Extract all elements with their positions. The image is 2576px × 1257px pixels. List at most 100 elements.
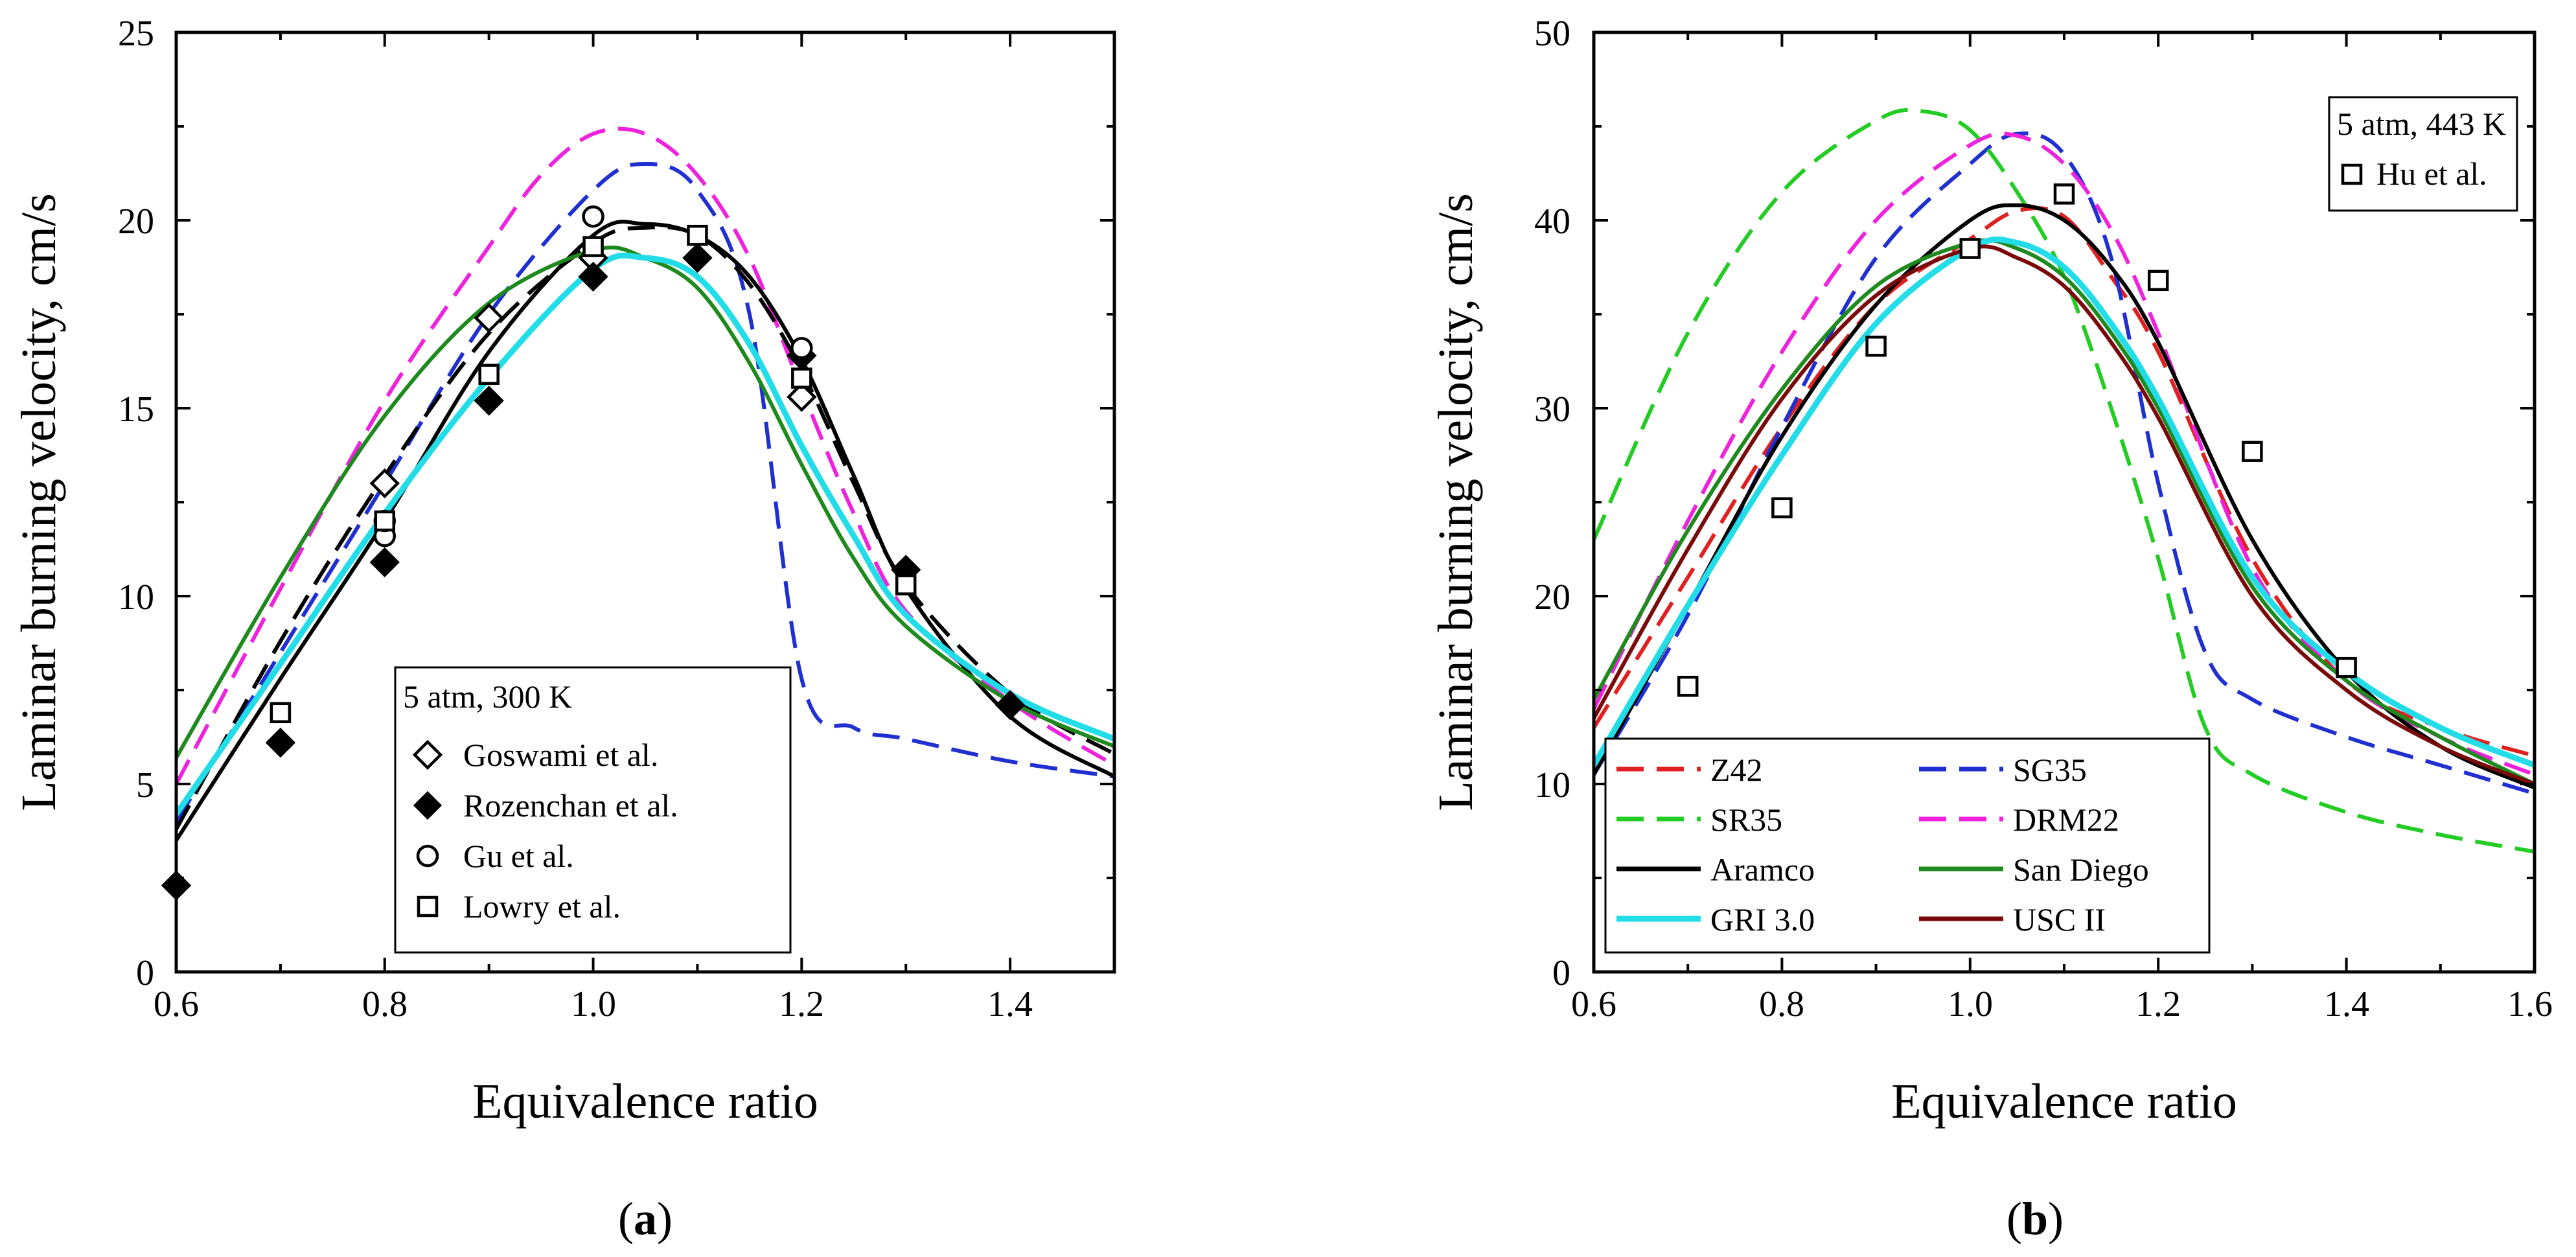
data-point [578,261,608,292]
legend-entry-san-diego: San Diego [1919,851,2149,888]
data-point [791,367,812,389]
data-point [1865,336,1887,357]
legend-label: SG35 [2013,752,2087,788]
legend-label: Lowry et al. [463,888,621,925]
legend-entry-z42: Z42 [1616,752,1763,788]
legend-entry-aramco: Aramco [1616,851,1815,888]
y-tick-label: 30 [1534,389,1570,430]
legend-label: Gu et al. [463,838,574,874]
x-axis-title-b: Equivalence ratio [1891,1074,2237,1129]
data-point [2336,656,2357,678]
data-point [2053,183,2075,205]
series-line-sr35 [1594,108,2535,854]
panel-letter-b: b [2022,1193,2048,1245]
data-point [270,702,292,724]
legend-box-b-markers [2328,96,2518,212]
x-tick-label: 1.4 [987,984,1033,1024]
legend-box-a [394,666,792,954]
legend-marker-square-open [2341,163,2363,185]
legend-label: San Diego [2013,851,2149,888]
data-point [478,363,500,386]
y-tick-label: 10 [118,577,154,617]
legend-label: Goswami et al. [463,737,658,773]
legend-marker-diamond-filled [413,790,443,820]
panel-label-close: ) [657,1193,673,1245]
legend-series-b: Z42 SG35 SR35 DRM22 Aramco San Diego [1604,737,2211,954]
data-point [995,690,1026,721]
y-tick-label: 5 [136,765,154,805]
data-point [787,382,817,412]
legend-label: Z42 [1710,752,1763,788]
series-line-san-diego [1594,238,2535,786]
plot-area-b [1594,108,2535,854]
x-tick-label: 1.2 [779,984,824,1024]
tick-marks-a [175,31,1114,973]
marker-series-lowry-et-al- [270,224,917,724]
legend-label: Aramco [1710,851,1815,888]
data-point [687,224,708,246]
legend-marker-circle-open [416,844,439,868]
data-point [895,574,917,595]
data-point [474,303,504,333]
panel-label-b: (b) [2007,1193,2064,1245]
legend-marker-diamond-open [412,739,443,770]
data-point [2147,270,2169,292]
series-line-drm22 [176,126,1114,785]
y-tick-label: 10 [1534,765,1570,805]
x-tick-label: 1.4 [2324,984,2369,1024]
legend-label: Hu et al. [2376,156,2487,192]
legend-label: GRI 3.0 [1710,901,1815,938]
data-point [1959,238,1981,259]
data-point [1677,675,1699,697]
x-tick-label: 0.8 [362,984,408,1024]
legend-entry-usc-ii: USC II [1919,901,2106,938]
legend-label: DRM22 [2013,801,2119,838]
legend-entry-sg35: SG35 [1919,752,2087,788]
y-tick-label: 25 [118,14,154,54]
chart-panel-b: 0.6 0.8 1.0 1.2 1.4 1.6 0 10 20 30 40 50… [1429,14,2553,1245]
data-point [369,547,400,577]
legend-entry-sr35: SR35 [1616,801,1782,838]
chart-panel-a: 0.6 0.8 1.0 1.2 1.4 0 5 10 15 20 25 Equi… [12,14,1116,1245]
x-tick-label: 0.8 [1759,984,1804,1024]
legend-entry-goswami: Goswami et al. [412,737,658,773]
legend-entry-hu: Hu et al. [2341,156,2487,192]
x-tick-label: 1.6 [2507,984,2553,1024]
legend-label: SR35 [1710,801,1782,838]
series-line-gri-3-0 [176,252,1114,816]
y-tick-label: 20 [118,202,154,242]
y-tick-label: 15 [118,389,154,430]
x-tick-label: 1.0 [571,984,616,1024]
data-point [582,236,604,257]
y-axis-title-a: Laminar burning velocity, cm/s [12,193,66,811]
data-point [265,728,296,758]
y-tick-label: 40 [1534,202,1570,242]
legend-entry-rozenchan: Rozenchan et al. [413,787,678,824]
y-axis-title-b: Laminar burning velocity, cm/s [1429,193,1483,811]
series-line-usc-ii [1594,244,2535,786]
data-point [2242,441,2263,462]
legend-a: 5 atm, 300 K Goswami et al. Rozenchan et… [394,666,792,954]
data-point [582,205,604,228]
series-line-sg35 [176,162,1114,823]
x-tick-label: 0.6 [154,984,199,1024]
legend-entry-gri30: GRI 3.0 [1616,901,1815,938]
data-point [369,468,400,499]
y-tick-label: 0 [1552,953,1570,993]
plot-area-a [161,126,1114,901]
legend-box-b-series [1604,737,2211,954]
legend-title-b: 5 atm, 443 K [2337,106,2506,142]
panel-letter-a: a [634,1193,657,1245]
legend-entry-lowry: Lowry et al. [417,888,621,925]
marker-series-hu-et-al- [1677,183,2357,697]
panel-label-a: (a) [618,1193,673,1245]
x-tick-label: 1.2 [2135,984,2181,1024]
data-point [682,242,713,273]
tick-marks-b [1593,31,2536,973]
x-tick-label: 1.0 [1948,984,1993,1024]
marker-series-rozenchan-et-al- [161,242,1026,901]
y-tick-label: 20 [1534,577,1570,617]
data-point [790,336,813,360]
data-point [474,386,504,416]
